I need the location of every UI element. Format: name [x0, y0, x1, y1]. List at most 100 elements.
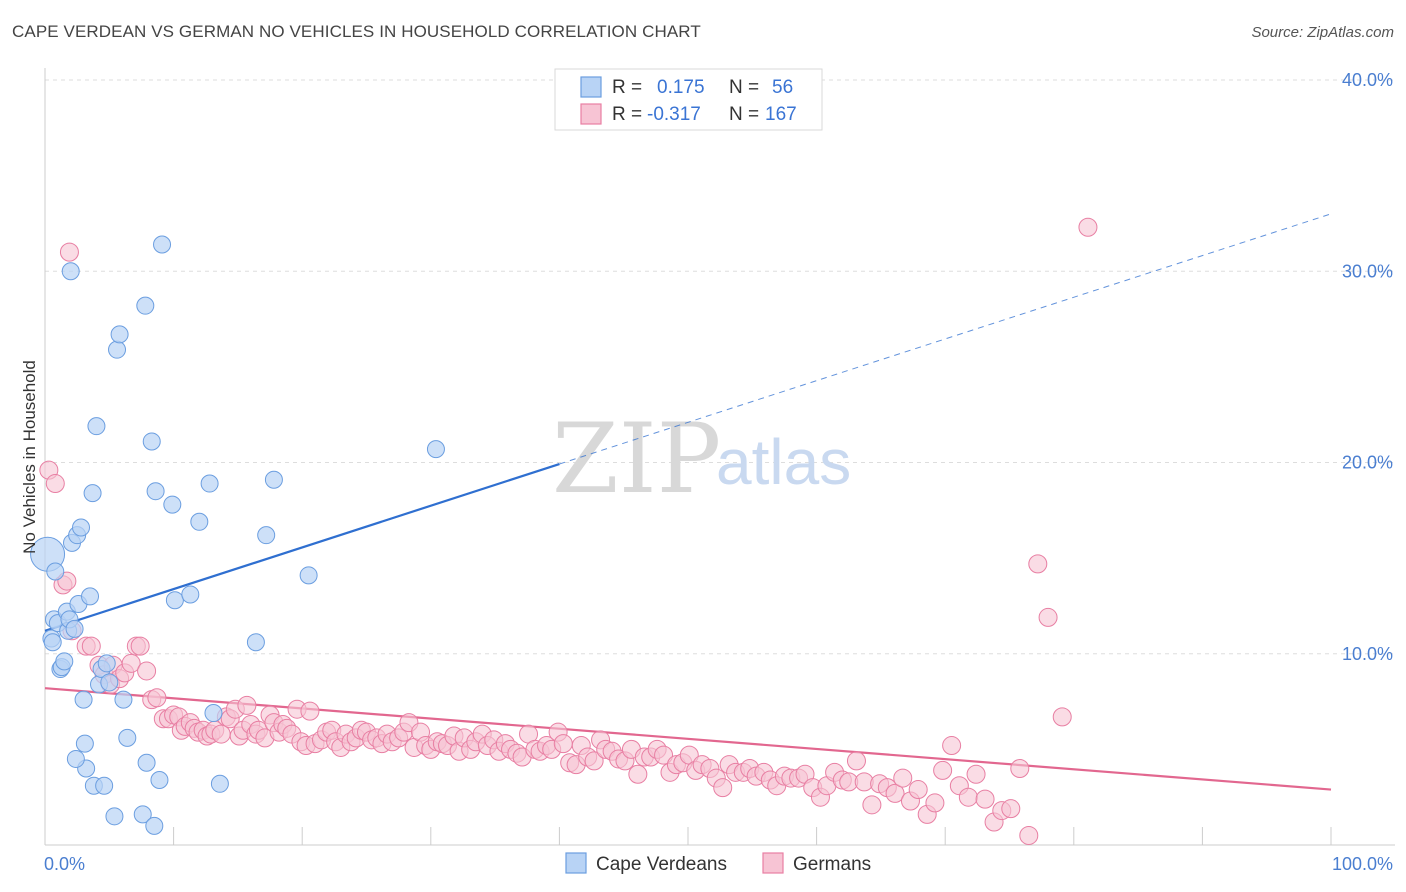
chart-source: Source: ZipAtlas.com [1251, 24, 1394, 41]
axes [44, 68, 1395, 846]
trend-line-cape-verdeans-extension [559, 213, 1332, 465]
tick-labels: 10.0% 20.0% 30.0% 40.0% 0.0% 100.0% [44, 70, 1393, 874]
german-point-156 [958, 787, 978, 807]
cape-verdean-point-34 [118, 728, 137, 747]
legend-r-label-2: R = [612, 104, 642, 125]
german-point-152 [925, 793, 945, 813]
cape-verdean-point-44 [165, 591, 184, 610]
german-point-103 [584, 751, 604, 771]
cape-verdean-point-18 [74, 690, 93, 709]
cape-verdean-point-36 [136, 296, 155, 315]
cape-verdean-point-50 [246, 633, 265, 652]
german-point-148 [893, 768, 913, 788]
cape-verdean-point-33 [114, 690, 133, 709]
german-point-166 [1052, 707, 1072, 727]
cape-verdean-point-29 [100, 673, 119, 692]
german-point-161 [1001, 799, 1021, 819]
german-point-13 [121, 653, 141, 673]
legend-swatch-blue [580, 76, 602, 98]
trend-line-germans [44, 687, 1332, 791]
german-point-164 [1028, 554, 1048, 574]
cape-verdean-point-2 [43, 633, 62, 652]
cape-verdean-point-47 [200, 474, 219, 493]
german-point-142 [846, 751, 866, 771]
y-tick-label-3: 40.0% [1342, 70, 1393, 90]
y-tick-label-1: 20.0% [1342, 453, 1393, 473]
cape-verdean-point-53 [299, 566, 318, 585]
cape-verdean-point-17 [72, 518, 91, 537]
german-point-38 [237, 695, 257, 715]
cape-verdean-point-41 [150, 770, 169, 789]
cape-verdean-point-49 [210, 774, 229, 793]
cape-verdean-point-52 [264, 470, 283, 489]
cape-verdean-point-37 [137, 753, 156, 772]
cape-verdean-point-27 [95, 776, 114, 795]
german-point-52 [300, 701, 320, 721]
cape-verdean-points [30, 235, 445, 835]
legend-r-value-2: -0.317 [647, 104, 701, 125]
trend-lines [44, 213, 1332, 791]
cape-verdean-point-45 [181, 585, 200, 604]
german-point-16 [137, 661, 157, 681]
german-point-163 [1019, 825, 1039, 845]
cape-verdean-point-28 [97, 654, 116, 673]
x-tick-label-1: 100.0% [1332, 854, 1393, 874]
cape-verdean-point-51 [257, 526, 276, 545]
german-point-114 [654, 745, 674, 765]
cape-verdean-point-43 [163, 495, 182, 514]
cape-verdean-point-40 [146, 482, 165, 501]
cape-verdean-point-31 [108, 340, 127, 359]
legend-box: R = 0.175 N = 56 R = -0.317 N = 167 [554, 68, 823, 131]
german-points [39, 217, 1098, 845]
cape-verdean-point-19 [75, 734, 94, 753]
cape-verdean-point-42 [153, 235, 172, 254]
x-tick-label-0: 0.0% [44, 854, 85, 874]
cape-verdean-point-54 [426, 440, 445, 459]
bottom-legend: Cape Verdeans Germans [565, 852, 871, 875]
cape-verdean-point-48 [204, 704, 223, 723]
german-point-18 [147, 688, 167, 708]
bottom-legend-label-germans: Germans [793, 854, 871, 875]
legend-swatch-pink [580, 103, 602, 125]
cape-verdean-point-55 [66, 749, 85, 768]
cape-verdean-point-46 [190, 512, 209, 531]
cape-verdean-point-32 [110, 325, 129, 344]
watermark-zip: ZIP [552, 403, 721, 515]
german-point-167 [1078, 217, 1098, 237]
german-point-158 [975, 789, 995, 809]
cape-verdean-point-8 [55, 652, 74, 671]
bottom-legend-swatch-blue [565, 852, 587, 874]
legend-n-label-1: N = [729, 77, 759, 98]
german-point-144 [862, 795, 882, 815]
german-point-150 [908, 780, 928, 800]
german-point-154 [942, 736, 962, 756]
legend-r-label-1: R = [612, 77, 642, 98]
legend-n-value-1: 56 [772, 77, 793, 98]
y-tick-label-0: 10.0% [1342, 644, 1393, 664]
german-point-98 [553, 734, 573, 754]
bottom-legend-label-cape-verdeans: Cape Verdeans [596, 854, 727, 875]
german-point-168 [59, 242, 79, 262]
german-point-162 [1010, 759, 1030, 778]
german-point-123 [713, 778, 733, 798]
watermark-atlas: atlas [716, 426, 851, 498]
german-point-110 [628, 764, 648, 784]
y-axis-label: No Vehicles in Household [20, 360, 39, 554]
legend-r-value-1: 0.175 [657, 77, 705, 98]
cape-verdean-point-39 [145, 816, 164, 835]
german-point-147 [885, 783, 905, 803]
bottom-legend-swatch-pink [762, 852, 784, 874]
trend-line-cape-verdeans [44, 462, 560, 632]
cape-verdean-point-14 [65, 619, 84, 638]
legend-n-value-2: 167 [765, 104, 797, 125]
cape-verdean-point-38 [142, 432, 161, 451]
gridlines [45, 79, 1395, 655]
german-point-157 [966, 764, 986, 784]
german-point-6 [81, 636, 101, 656]
legend-n-label-2: N = [729, 104, 759, 125]
german-point-165 [1038, 607, 1058, 627]
cape-verdean-point-4 [46, 562, 65, 581]
cape-verdean-point-22 [83, 484, 102, 503]
cape-verdean-point-12 [61, 262, 80, 281]
